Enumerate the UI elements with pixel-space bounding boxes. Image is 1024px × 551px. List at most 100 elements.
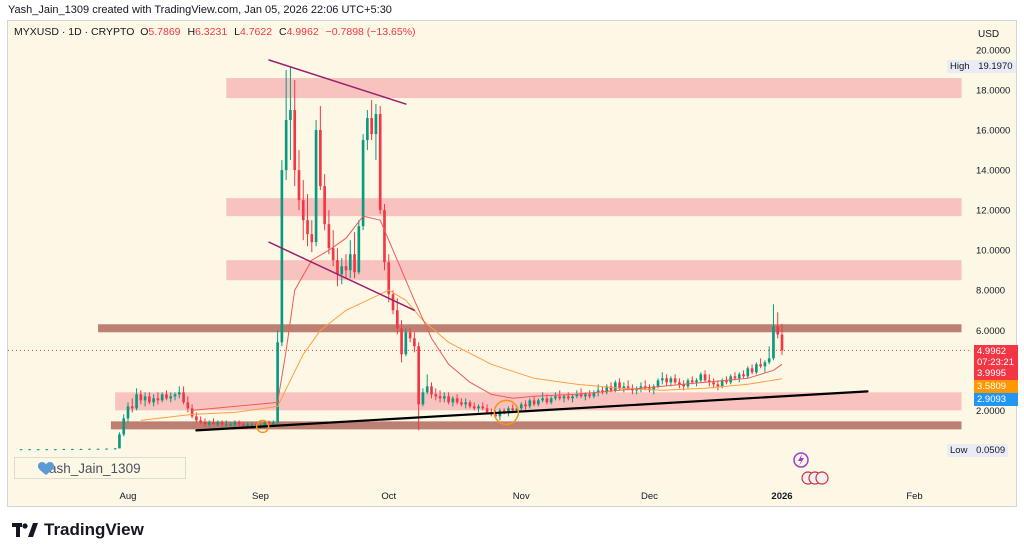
candle[interactable] xyxy=(763,360,767,373)
candle[interactable] xyxy=(417,342,420,431)
candle[interactable] xyxy=(755,362,758,375)
candle[interactable] xyxy=(118,432,121,449)
candle[interactable] xyxy=(605,384,609,395)
candle[interactable] xyxy=(464,398,468,409)
candle[interactable] xyxy=(220,420,224,427)
candle[interactable] xyxy=(139,390,143,405)
candle[interactable] xyxy=(276,330,279,425)
candle[interactable] xyxy=(113,447,117,450)
candle[interactable] xyxy=(562,394,566,403)
candle[interactable] xyxy=(742,370,745,379)
candle[interactable] xyxy=(54,448,57,451)
candle[interactable] xyxy=(639,382,643,393)
candle[interactable] xyxy=(712,378,715,389)
candle[interactable] xyxy=(430,382,433,399)
candle[interactable] xyxy=(643,380,647,391)
highlight-circle[interactable] xyxy=(255,419,270,434)
candle[interactable] xyxy=(772,304,775,361)
candle[interactable] xyxy=(400,320,403,363)
currency-label[interactable]: USD xyxy=(978,29,1000,40)
candle[interactable] xyxy=(404,328,408,357)
candle[interactable] xyxy=(71,448,74,450)
candle[interactable] xyxy=(682,380,686,391)
candle[interactable] xyxy=(767,346,771,365)
candle[interactable] xyxy=(357,220,361,275)
candle[interactable] xyxy=(96,448,100,450)
candle[interactable] xyxy=(233,420,237,427)
candle[interactable] xyxy=(686,378,690,389)
candle[interactable] xyxy=(451,396,455,407)
candle[interactable] xyxy=(28,448,32,451)
candle[interactable] xyxy=(199,416,202,425)
candle[interactable] xyxy=(421,388,425,407)
candle[interactable] xyxy=(524,400,527,411)
candle[interactable] xyxy=(460,398,463,407)
ma-slow-line[interactable] xyxy=(140,289,783,421)
candle[interactable] xyxy=(173,392,177,401)
candle[interactable] xyxy=(554,392,557,401)
candle[interactable] xyxy=(366,110,369,151)
candle[interactable] xyxy=(284,70,288,181)
candle[interactable] xyxy=(472,402,476,411)
candle[interactable] xyxy=(105,448,108,450)
candle[interactable] xyxy=(216,420,220,427)
trendline[interactable] xyxy=(268,59,407,105)
candle[interactable] xyxy=(370,100,373,141)
candle[interactable] xyxy=(447,392,450,405)
candle[interactable] xyxy=(224,420,228,427)
candle[interactable] xyxy=(528,398,532,409)
candle[interactable] xyxy=(160,392,164,403)
candle[interactable] xyxy=(481,402,485,411)
candle[interactable] xyxy=(519,402,523,411)
candle[interactable] xyxy=(477,404,480,413)
candle[interactable] xyxy=(729,374,733,385)
event-flag-icon[interactable] xyxy=(815,471,829,485)
candle[interactable] xyxy=(695,378,698,387)
trendline[interactable] xyxy=(268,241,416,312)
candle[interactable] xyxy=(79,448,83,450)
candle[interactable] xyxy=(648,384,651,393)
candle[interactable] xyxy=(353,232,356,279)
candle[interactable] xyxy=(652,384,656,395)
candle[interactable] xyxy=(601,386,604,395)
candle[interactable] xyxy=(776,312,780,339)
candle[interactable] xyxy=(699,372,703,383)
candle[interactable] xyxy=(434,388,438,401)
candle[interactable] xyxy=(165,390,168,401)
candle[interactable] xyxy=(780,323,784,356)
candle[interactable] xyxy=(746,366,750,379)
candle[interactable] xyxy=(250,422,254,427)
resistance-zone[interactable] xyxy=(226,260,962,281)
candle[interactable] xyxy=(331,230,335,267)
candle[interactable] xyxy=(413,332,416,353)
candle[interactable] xyxy=(395,298,399,335)
candle[interactable] xyxy=(673,374,677,385)
candle[interactable] xyxy=(340,258,344,285)
candle[interactable] xyxy=(391,290,395,315)
key-level-band[interactable] xyxy=(98,324,962,333)
candle[interactable] xyxy=(45,448,49,451)
candle[interactable] xyxy=(716,380,720,391)
key-level-band[interactable] xyxy=(110,421,962,430)
candle[interactable] xyxy=(408,328,412,343)
candle[interactable] xyxy=(289,66,292,161)
candle[interactable] xyxy=(156,392,160,405)
symbol-label[interactable]: MYXUSD · 1D · CRYPTO xyxy=(14,26,135,38)
candle[interactable] xyxy=(374,104,378,161)
candle[interactable] xyxy=(438,390,442,403)
candle[interactable] xyxy=(203,418,207,427)
candle[interactable] xyxy=(190,404,194,419)
candle[interactable] xyxy=(348,240,352,279)
candle[interactable] xyxy=(660,372,664,385)
tradingview-brand[interactable]: TradingView xyxy=(12,520,144,540)
candle[interactable] xyxy=(737,372,741,383)
trendline[interactable] xyxy=(195,390,869,432)
candle[interactable] xyxy=(592,390,596,399)
candle[interactable] xyxy=(293,80,297,187)
candle[interactable] xyxy=(310,220,314,253)
candle[interactable] xyxy=(622,382,626,393)
candle[interactable] xyxy=(207,420,211,427)
candle[interactable] xyxy=(237,420,241,427)
candle[interactable] xyxy=(468,400,472,409)
